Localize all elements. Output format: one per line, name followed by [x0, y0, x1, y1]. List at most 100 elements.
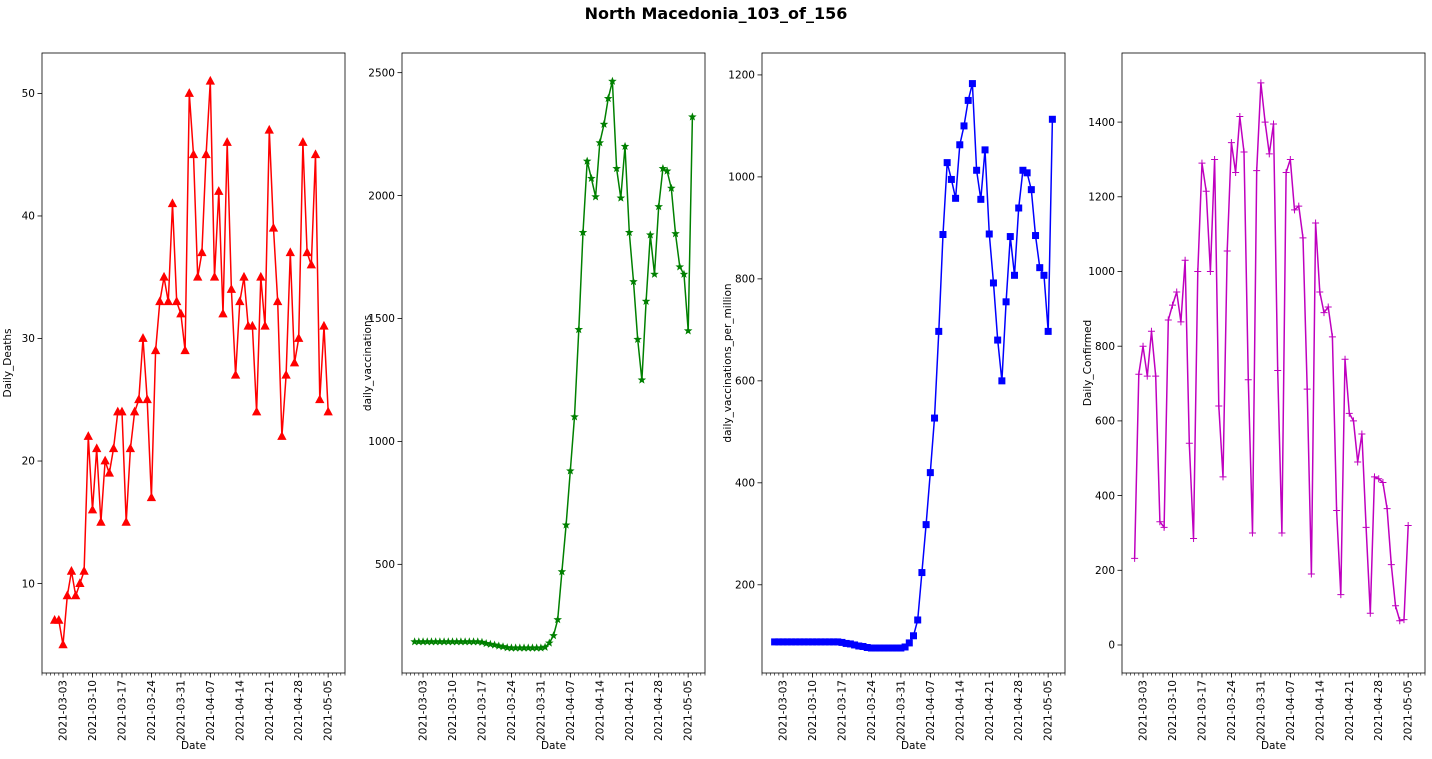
data-point — [633, 334, 642, 344]
data-point — [486, 639, 495, 648]
data-point — [855, 642, 863, 650]
data-point — [675, 262, 685, 271]
data-point — [1341, 355, 1349, 363]
data-point — [422, 637, 432, 646]
data-point — [960, 122, 968, 130]
data-point — [809, 638, 816, 646]
data-point — [58, 639, 68, 649]
y-axis-label: daily_vaccinations_per_million — [722, 283, 734, 442]
x-tick-label: 2021-03-24 — [146, 680, 158, 741]
data-point — [897, 644, 905, 652]
data-point — [184, 88, 194, 97]
x-tick-label: 2021-03-24 — [506, 680, 518, 741]
axes-frame — [761, 52, 1066, 674]
data-point — [1219, 473, 1227, 481]
data-point — [536, 643, 546, 652]
subplot-3: 2021-03-03 2021-03-10 2021-03-17 2021-03-24… — [722, 52, 1066, 752]
data-point — [549, 631, 558, 640]
data-point — [688, 112, 697, 121]
data-point — [540, 642, 550, 651]
x-tick-label: 2021-03-17 — [836, 680, 848, 741]
data-point — [994, 336, 1002, 344]
data-point — [989, 279, 997, 287]
data-point — [323, 406, 333, 416]
data-point — [188, 149, 199, 159]
x-tick-label: 2021-04-14 — [594, 680, 606, 741]
data-point — [201, 149, 211, 159]
data-point — [821, 638, 829, 646]
data-point — [460, 637, 470, 646]
data-point — [1328, 333, 1336, 341]
data-point — [880, 644, 888, 652]
data-point — [502, 643, 512, 652]
data-point — [964, 96, 972, 104]
data-point — [981, 146, 989, 154]
data-point — [570, 412, 579, 421]
data-point — [654, 202, 663, 211]
data-point — [235, 296, 245, 306]
data-point — [574, 325, 584, 334]
x-tick-label: 2021-04-28 — [653, 680, 665, 741]
data-point — [264, 124, 274, 134]
subplot-4: 2021-03-03 2021-03-10 2021-03-17 2021-03-24… — [1082, 52, 1426, 752]
y-tick-label: 500 — [375, 559, 395, 571]
data-point — [629, 277, 638, 286]
series-line — [774, 83, 1054, 649]
data-point — [998, 377, 1006, 385]
y-tick-label: 200 — [735, 579, 755, 591]
data-point — [218, 308, 228, 318]
data-point — [1147, 327, 1155, 335]
data-point — [54, 614, 64, 624]
data-point — [888, 644, 896, 652]
data-point — [100, 455, 110, 465]
x-tick-label: 2021-03-24 — [866, 680, 878, 741]
data-point — [481, 639, 491, 648]
data-point — [561, 520, 571, 529]
x-tick-label: 2021-03-31 — [535, 680, 547, 741]
data-point — [159, 271, 169, 281]
data-point — [901, 643, 909, 651]
data-point — [939, 231, 947, 239]
data-point — [1190, 535, 1198, 543]
data-point — [1248, 529, 1256, 537]
data-point — [1173, 288, 1181, 296]
data-point — [973, 166, 981, 174]
data-point — [650, 269, 659, 278]
data-point — [1135, 370, 1143, 378]
data-point — [1291, 206, 1299, 214]
x-tick-label: 2021-04-14 — [1314, 680, 1326, 741]
data-point — [1383, 505, 1391, 513]
y-axis-label: daily_vaccinations — [362, 315, 374, 411]
data-point — [922, 521, 930, 529]
data-point — [129, 406, 140, 416]
data-point — [813, 638, 821, 646]
data-point — [1015, 204, 1023, 212]
y-tick-label: 1500 — [368, 313, 395, 325]
data-point — [1032, 232, 1040, 240]
y-tick-label: 200 — [1095, 565, 1115, 577]
x-tick-label: 2021-04-07 — [205, 680, 217, 741]
data-point — [612, 164, 621, 173]
data-point — [79, 565, 89, 575]
data-point — [226, 284, 237, 293]
y-tick-label: 800 — [735, 274, 755, 286]
subplot-1: 2021-03-03 2021-03-10 2021-03-17 2021-03-24… — [2, 52, 346, 752]
data-point — [1253, 167, 1261, 175]
data-point — [92, 443, 102, 453]
data-point — [1027, 186, 1035, 194]
data-point — [800, 638, 808, 646]
x-tick-label: 2021-04-21 — [984, 680, 996, 741]
data-point — [298, 137, 308, 146]
x-tick-label: 2021-05-05 — [683, 680, 695, 741]
data-point — [277, 431, 287, 440]
data-point — [125, 443, 136, 453]
y-tick-label: 400 — [1095, 490, 1115, 502]
y-tick-label: 1000 — [1088, 266, 1115, 278]
x-tick-label: 2021-03-24 — [1226, 680, 1238, 741]
data-point — [787, 638, 795, 646]
data-point — [1362, 523, 1370, 531]
data-point — [1354, 458, 1362, 466]
data-point — [1232, 169, 1240, 177]
y-tick-label: 10 — [22, 578, 35, 590]
y-tick-label: 2500 — [368, 67, 395, 79]
